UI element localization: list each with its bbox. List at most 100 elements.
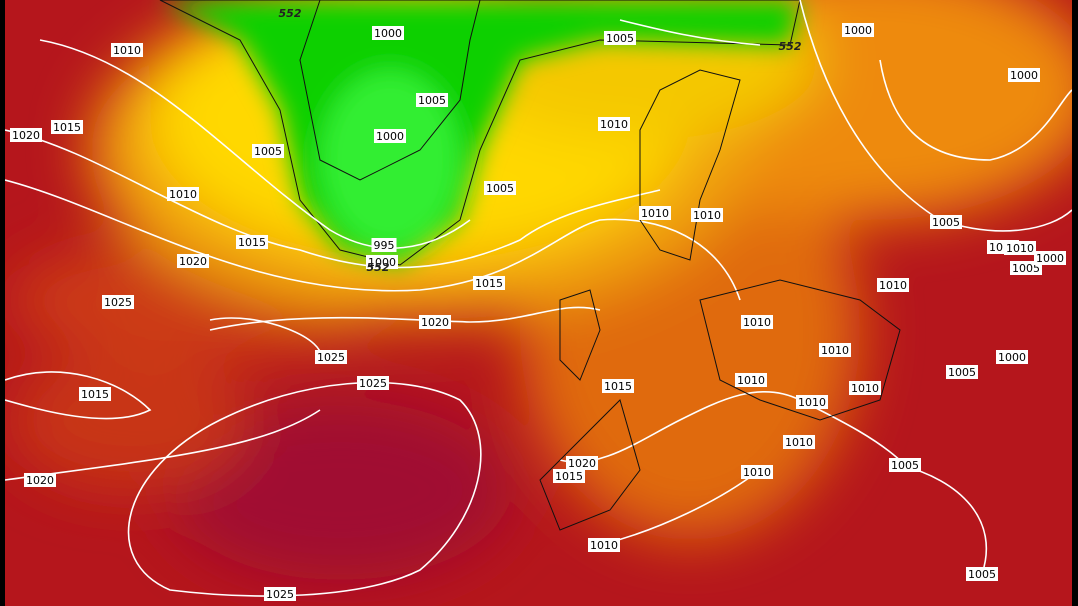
isobar-label-box [366, 255, 398, 269]
isobar-label: 1020 [179, 255, 207, 268]
isobar-label-box [177, 254, 209, 268]
isobar-label: 1015 [475, 277, 503, 290]
isobar-label: 1000 [374, 27, 402, 40]
isobar-label: 1015 [604, 380, 632, 393]
isobar-label-box [602, 379, 634, 393]
isobar-label: 1000 [998, 351, 1026, 364]
isobar-label: 1005 [254, 145, 282, 158]
isobar-label: 1010 [693, 209, 721, 222]
isobar-label: 1000 [1010, 69, 1038, 82]
isobar-label: 1020 [26, 474, 54, 487]
height-label: 552 [279, 7, 302, 20]
isobar-label-box [357, 376, 389, 390]
isobar-label: 1015 [555, 470, 583, 483]
isobar-label: 1025 [266, 588, 294, 601]
isobar-label: 1020 [568, 457, 596, 470]
isobar-label-box [849, 381, 881, 395]
isobar-label-box [598, 117, 630, 131]
isobar-label: 1010 [1006, 242, 1034, 255]
isobar-label-box [639, 206, 671, 220]
isobar-label: 1010 [743, 316, 771, 329]
isobar-label-box [416, 93, 448, 107]
isobar-label: 1025 [359, 377, 387, 390]
isobar-label-box [24, 473, 56, 487]
552-contour [159, 0, 801, 266]
isobar-label: 1005 [486, 182, 514, 195]
isobar-label-box [79, 387, 111, 401]
isobar-label-box [691, 208, 723, 222]
isobar-label-box [566, 456, 598, 470]
isobar-label-box [796, 395, 828, 409]
isobar-label-box [111, 43, 143, 57]
isobar-label-box [604, 31, 636, 45]
isobar-label: 1025 [317, 351, 345, 364]
isobar-label-box [1034, 251, 1066, 265]
isobar-label-box [996, 350, 1028, 364]
isobar-label-box [966, 567, 998, 581]
isobar-label: 1020 [421, 316, 449, 329]
isobar-label: 1010 [737, 374, 765, 387]
isobar-label-box [842, 23, 874, 37]
isobar-label: 1010 [169, 188, 197, 201]
isobar-label: 1015 [81, 388, 109, 401]
isobar-label: 1005 [418, 94, 446, 107]
isobar-label: 1010 [743, 466, 771, 479]
isobar-label-box [588, 538, 620, 552]
isobar-label-box [372, 26, 404, 40]
isobar-label-box [264, 587, 296, 601]
isobar-label: 1000 [1036, 252, 1064, 265]
coastlines [299, 0, 901, 531]
isobar-label-box [10, 128, 42, 142]
isobar-label: 1005 [1012, 262, 1040, 275]
isobar-label: 1020 [12, 129, 40, 142]
isobar-label-box [930, 215, 962, 229]
isobar-label: 1010 [641, 207, 669, 220]
isobar-label-box [236, 235, 268, 249]
isobar-label-box [167, 187, 199, 201]
isobar-label: 1010 [113, 44, 141, 57]
isobar-label-box [735, 373, 767, 387]
isobar-label-box [371, 238, 397, 252]
isobar-label: 1025 [104, 296, 132, 309]
isobar-label-box [315, 350, 347, 364]
height-label: 552 [367, 261, 390, 274]
isobar-label-box [419, 315, 451, 329]
isobar-label: 1010 [879, 279, 907, 292]
isobar-label: 1010 [821, 344, 849, 357]
isobar-label-box [1008, 68, 1040, 82]
isobar-label-box [102, 295, 134, 309]
isobar-label-box [51, 120, 83, 134]
isobar-label: 1000 [368, 256, 396, 269]
isobar-label: 1010 [600, 118, 628, 131]
isobar-label-box [946, 365, 978, 379]
isobar-label: 1010 [590, 539, 618, 552]
isobar-label-box [374, 129, 406, 143]
isobar-label-box [877, 278, 909, 292]
isobar-label: 995 [374, 239, 395, 252]
isobar-label: 1005 [932, 216, 960, 229]
field [5, 0, 1072, 606]
isobar-label-box [783, 435, 815, 449]
isobar-label: 1005 [948, 366, 976, 379]
isobar-label: 1010 [798, 396, 826, 409]
isobar-label: 1005 [891, 459, 919, 472]
isobar-label-box [1004, 241, 1036, 255]
isobar-label-box [819, 343, 851, 357]
height-label: 552 [779, 40, 802, 53]
isobar-label: 1005 [606, 32, 634, 45]
isobar-label: 1005 [968, 568, 996, 581]
isobar-label-box [252, 144, 284, 158]
isobar-label: 1010 [785, 436, 813, 449]
isobar-label-box [473, 276, 505, 290]
isobar-label-box [553, 469, 585, 483]
isobar-label-box [889, 458, 921, 472]
isobar-label: 1000 [844, 24, 872, 37]
isobar-label: 1010 [851, 382, 879, 395]
low-field [160, 0, 800, 265]
isobar-label-box [741, 465, 773, 479]
isobar-label: 1000 [376, 130, 404, 143]
isobar-label-box [484, 181, 516, 195]
isobar-label: 1015 [238, 236, 266, 249]
